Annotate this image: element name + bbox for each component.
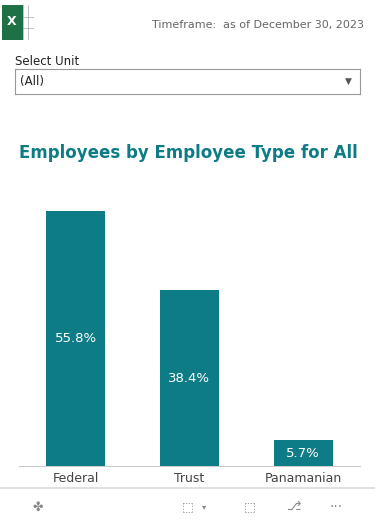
Text: ✤: ✤ [32,501,43,513]
Text: 55.8%: 55.8% [55,332,97,345]
Text: ⬚: ⬚ [182,501,194,513]
Bar [273,440,333,466]
Text: Timeframe:  as of December 30, 2023: Timeframe: as of December 30, 2023 [152,20,364,30]
Text: Select Unit: Select Unit [15,55,79,69]
Text: ···: ··· [329,500,342,514]
Text: ⬚: ⬚ [243,501,255,513]
Text: ⎇: ⎇ [287,501,302,513]
Text: ▼: ▼ [345,76,351,86]
FancyBboxPatch shape [2,5,22,40]
Bar [46,211,105,466]
Text: ▾: ▾ [202,502,207,512]
Bar [160,290,219,466]
Text: Employees by Employee Type for All: Employees by Employee Type for All [19,144,357,162]
Text: 5.7%: 5.7% [286,447,320,460]
Text: X: X [7,15,16,28]
Text: (All): (All) [20,75,44,87]
Text: 38.4%: 38.4% [168,372,210,385]
